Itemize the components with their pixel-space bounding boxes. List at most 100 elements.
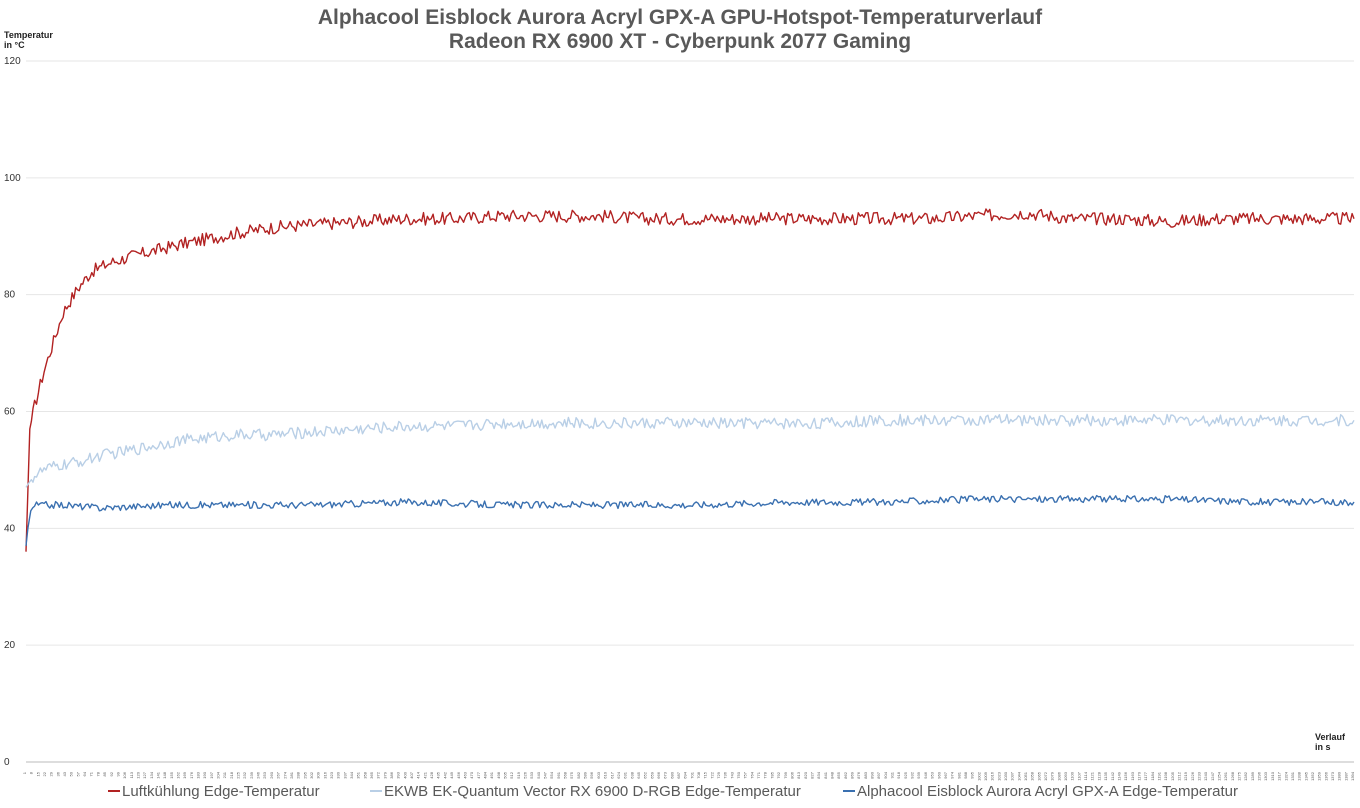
x-tick-label: 1275 <box>1237 771 1242 781</box>
y-tick-label: 80 <box>4 290 16 301</box>
x-tick-label: 1009 <box>983 771 988 781</box>
x-tick-label: 1072 <box>1043 771 1048 781</box>
x-tick-label: 316 <box>322 771 327 778</box>
chart-subtitle: Radeon RX 6900 XT - Cyberpunk 2077 Gamin… <box>449 30 911 53</box>
x-tick-label: 995 <box>970 771 975 778</box>
x-tick-label: 519 <box>516 771 521 778</box>
x-tick-label: 1163 <box>1130 771 1135 780</box>
x-tick-label: 1394 <box>1350 771 1355 781</box>
x-tick-label: 246 <box>256 771 261 778</box>
x-tick-label: 1149 <box>1116 771 1121 780</box>
y-tick-label: 20 <box>4 640 16 651</box>
x-tick-label: 176 <box>189 771 194 778</box>
x-tick-label: 442 <box>442 771 447 778</box>
x-tick-label: 533 <box>529 771 534 778</box>
x-tick-label: 302 <box>309 771 314 778</box>
x-tick-label: 400 <box>402 771 407 778</box>
x-tick-label: 526 <box>523 771 528 778</box>
x-tick-label: 771 <box>756 771 761 778</box>
x-tick-label: 295 <box>302 771 307 778</box>
x-tick-label: 869 <box>849 771 854 778</box>
x-tick-label: 351 <box>356 771 361 778</box>
x-tick-label: 197 <box>209 771 214 778</box>
x-tick-label: 379 <box>382 771 387 778</box>
x-tick-label: 330 <box>336 771 341 778</box>
x-tick-label: 666 <box>656 771 661 778</box>
x-tick-label: 827 <box>809 771 814 778</box>
x-tick-label: 1184 <box>1150 771 1155 780</box>
series-line <box>25 413 1355 488</box>
x-tick-label: 659 <box>649 771 654 778</box>
x-tick-label: 22 <box>42 771 47 776</box>
x-tick-label: 883 <box>863 771 868 778</box>
x-tick-label: 414 <box>416 771 421 778</box>
x-tick-label: 953 <box>930 771 935 778</box>
x-tick-label: 1352 <box>1310 771 1315 781</box>
x-tick-label: 1240 <box>1203 771 1208 781</box>
x-tick-label: 491 <box>489 771 494 778</box>
x-tick-label: 134 <box>149 771 154 778</box>
x-tick-label: 645 <box>636 771 641 778</box>
x-tick-label: 386 <box>389 771 394 778</box>
x-tick-label: 1219 <box>1183 771 1188 781</box>
x-tick-label: 498 <box>496 771 501 778</box>
x-tick-label: 71 <box>89 771 94 776</box>
x-tick-label: 1016 <box>990 771 995 781</box>
x-tick-label: 232 <box>242 771 247 778</box>
x-tick-label: 358 <box>362 771 367 778</box>
x-tick-label: 967 <box>943 771 948 778</box>
x-tick-label: 1142 <box>1110 771 1115 780</box>
x-tick-label: 428 <box>429 771 434 778</box>
chart-title: Alphacool Eisblock Aurora Acryl GPX-A GP… <box>318 6 1043 29</box>
x-tick-label: 680 <box>669 771 674 778</box>
legend-entry: Alphacool Eisblock Aurora Acryl GPX-A Ed… <box>857 783 1238 800</box>
x-tick-label: 750 <box>736 771 741 778</box>
x-tick-label: 36 <box>55 771 60 776</box>
x-tick-label: 1289 <box>1250 771 1255 781</box>
x-tick-label: 1373 <box>1330 771 1335 781</box>
x-tick-label: 918 <box>896 771 901 778</box>
x-tick-label: 841 <box>823 771 828 778</box>
x-tick-label: 288 <box>296 771 301 778</box>
x-tick-label: 162 <box>175 771 180 778</box>
x-tick-label: 575 <box>569 771 574 778</box>
x-tick-label: 85 <box>102 771 107 776</box>
x-tick-label: 582 <box>576 771 581 778</box>
x-tick-label: 806 <box>789 771 794 778</box>
x-tick-label: 981 <box>956 771 961 778</box>
x-tick-label: 281 <box>289 771 294 778</box>
x-tick-label: 1170 <box>1136 771 1141 780</box>
x-tick-label: 1296 <box>1257 771 1262 781</box>
x-tick-label: 1282 <box>1243 771 1248 781</box>
x-tick-label: 50 <box>69 771 74 776</box>
x-tick-label: 1387 <box>1343 771 1348 781</box>
x-tick-label: 876 <box>856 771 861 778</box>
x-tick-label: 617 <box>609 771 614 778</box>
x-tick-label: 1254 <box>1217 771 1222 781</box>
x-tick-label: 813 <box>796 771 801 778</box>
x-tick-label: 694 <box>683 771 688 778</box>
legend-entry: Luftkühlung Edge-Temperatur <box>122 783 320 800</box>
x-tick-label: 596 <box>589 771 594 778</box>
x-tick-label: 848 <box>829 771 834 778</box>
x-tick-label: 365 <box>369 771 374 778</box>
x-tick-label: 939 <box>916 771 921 778</box>
x-tick-label: 624 <box>616 771 621 778</box>
x-tick-label: 1366 <box>1323 771 1328 781</box>
x-tick-label: 484 <box>482 771 487 778</box>
x-tick-label: 57 <box>75 771 80 776</box>
x-tick-label: 260 <box>269 771 274 778</box>
y-tick-label: 100 <box>4 173 21 184</box>
x-tick-label: 309 <box>316 771 321 778</box>
x-tick-label: 512 <box>509 771 514 778</box>
x-tick-label: 43 <box>62 771 67 776</box>
x-tick-label: 1345 <box>1303 771 1308 781</box>
x-tick-label: 561 <box>556 771 561 778</box>
x-tick-label: 1058 <box>1030 771 1035 781</box>
x-tick-label: 540 <box>536 771 541 778</box>
x-tick-label: 729 <box>716 771 721 778</box>
x-tick-label: 1100 <box>1070 771 1075 780</box>
x-tick-label: 1135 <box>1103 771 1108 780</box>
x-tick-label: 1086 <box>1056 771 1061 781</box>
